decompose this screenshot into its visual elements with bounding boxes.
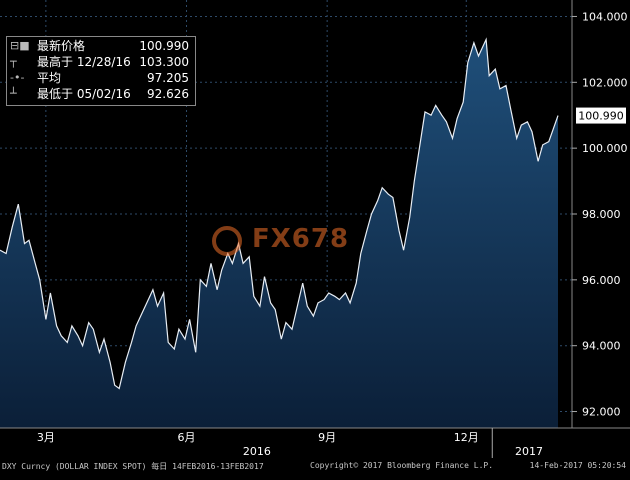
legend-value: 100.990	[139, 38, 189, 54]
watermark: FX678	[252, 224, 349, 254]
legend-row-low: ┴ 最低于 05/02/16 92.626	[7, 86, 195, 102]
footer-timestamp: 14-Feb-2017 05:20:54	[530, 461, 626, 470]
watermark-logo-icon	[212, 226, 242, 256]
legend-box: ⊟■ 最新价格 100.990 ┬ 最高于 12/28/16 103.300 -…	[6, 36, 196, 106]
legend-label: 最新价格	[37, 38, 85, 54]
last-value-label: 100.990	[578, 110, 624, 123]
legend-value: 97.205	[147, 70, 189, 86]
footer-bar: DXY Curncy (DOLLAR INDEX SPOT) 每日 14FEB2…	[0, 458, 630, 480]
y-tick-label: 100.000	[582, 142, 628, 155]
x-year-label: 2016	[243, 445, 271, 458]
x-axis-ticks: 3月 6月 9月 12月 2016 2017	[37, 428, 543, 458]
y-tick-label: 98.000	[582, 208, 621, 221]
y-tick-label: 96.000	[582, 274, 621, 287]
x-tick-label: 3月	[37, 431, 55, 444]
x-year-label: 2017	[515, 445, 543, 458]
y-tick-label: 104.000	[582, 10, 628, 23]
collapse-icon[interactable]: ⊟■	[10, 38, 38, 54]
legend-row-last: ⊟■ 最新价格 100.990	[7, 38, 195, 54]
last-value-tag: 100.990	[576, 108, 626, 124]
x-tick-label: 6月	[178, 431, 196, 444]
legend-label: 最高于 12/28/16	[37, 54, 131, 70]
footer-ticker: DXY Curncy (DOLLAR INDEX SPOT) 每日 14FEB2…	[2, 461, 264, 472]
low-marker-icon: ┴	[10, 86, 38, 102]
y-tick-label: 94.000	[582, 340, 621, 353]
y-tick-label: 92.000	[582, 406, 621, 419]
footer-copyright: Copyright© 2017 Bloomberg Finance L.P.	[310, 461, 493, 470]
legend-value: 103.300	[139, 54, 189, 70]
legend-value: 92.626	[147, 86, 189, 102]
y-tick-label: 102.000	[582, 76, 628, 89]
legend-label: 最低于 05/02/16	[37, 86, 131, 102]
y-axis-ticks: 104.000 102.000 100.000 98.000 96.000 94.000 9…	[572, 10, 628, 418]
x-tick-label: 9月	[318, 431, 336, 444]
legend-label: 平均	[37, 70, 61, 86]
legend-row-average: -•- 平均 97.205	[7, 70, 195, 86]
high-marker-icon: ┬	[10, 54, 38, 70]
average-marker-icon: -•-	[10, 70, 38, 86]
x-tick-label: 12月	[454, 431, 479, 444]
legend-row-high: ┬ 最高于 12/28/16 103.300	[7, 54, 195, 70]
